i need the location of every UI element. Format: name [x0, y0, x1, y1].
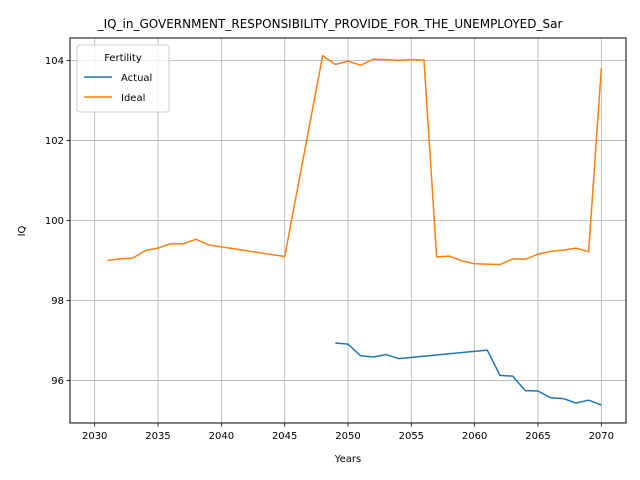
x-tick-label: 2055	[399, 431, 424, 442]
legend-label-actual: Actual	[121, 73, 152, 84]
chart-title: _IQ_in_GOVERNMENT_RESPONSIBILITY_PROVIDE…	[97, 17, 563, 31]
legend-label-ideal: Ideal	[121, 93, 145, 104]
legend-box	[76, 44, 170, 113]
y-tick-label: 104	[45, 56, 64, 67]
x-axis-label: Years	[334, 454, 361, 465]
x-tick-label: 2065	[525, 431, 550, 442]
x-tick-label: 2040	[209, 431, 234, 442]
x-tick-label: 2050	[335, 431, 360, 442]
x-tick-label: 2030	[82, 431, 107, 442]
y-tick-label: 102	[45, 136, 64, 147]
x-tick-label: 2035	[145, 431, 170, 442]
y-axis-label: IQ	[17, 225, 28, 236]
x-tick-label: 2070	[589, 431, 614, 442]
legend: Fertility Actual Ideal	[76, 44, 170, 113]
y-tick-label: 96	[51, 376, 64, 387]
legend-title: Fertility	[104, 53, 142, 64]
series-layer	[107, 54, 603, 406]
tick-layer: 2030 2035 2040 2045 2050 2055 2060 2065 2070 96 98…	[45, 56, 614, 442]
y-tick-label: 100	[45, 216, 64, 227]
x-tick-label: 2045	[272, 431, 297, 442]
grid-layer	[70, 38, 626, 423]
series-line-ideal	[107, 54, 603, 266]
series-line-actual	[335, 342, 602, 406]
x-tick-label: 2060	[462, 431, 487, 442]
y-tick-label: 98	[51, 296, 64, 307]
